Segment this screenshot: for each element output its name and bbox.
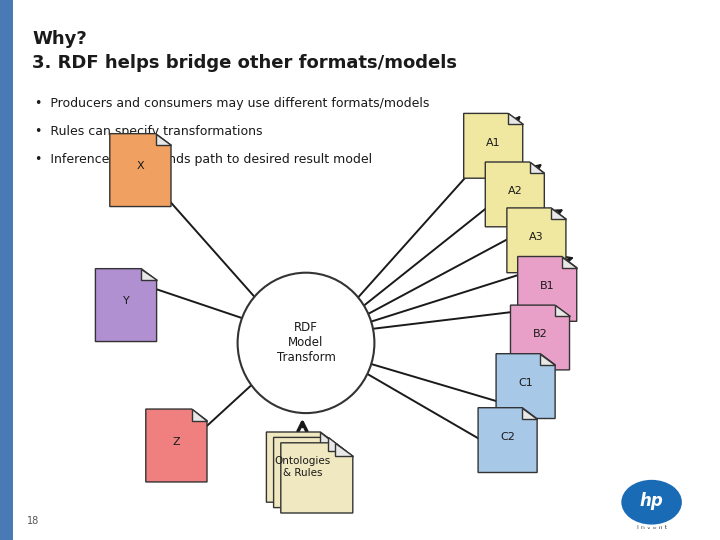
Text: Z: Z: [173, 437, 180, 447]
Polygon shape: [95, 269, 156, 342]
Polygon shape: [510, 305, 570, 370]
Polygon shape: [508, 113, 523, 125]
Bar: [0, 0, 13, 540]
Polygon shape: [266, 432, 338, 502]
Polygon shape: [540, 354, 555, 365]
Text: A3: A3: [529, 232, 544, 242]
Polygon shape: [464, 113, 523, 178]
Polygon shape: [562, 256, 577, 267]
Polygon shape: [496, 354, 555, 418]
Polygon shape: [141, 269, 156, 280]
Polygon shape: [328, 437, 346, 451]
Polygon shape: [529, 162, 544, 173]
Text: Why?: Why?: [32, 30, 87, 48]
Polygon shape: [478, 408, 537, 472]
Polygon shape: [552, 208, 566, 219]
Text: B1: B1: [540, 281, 554, 291]
Polygon shape: [335, 443, 353, 456]
Text: Y: Y: [122, 296, 130, 307]
Text: •  Inference engine finds path to desired result model: • Inference engine finds path to desired…: [35, 153, 372, 166]
Text: •  Rules can specify transformations: • Rules can specify transformations: [35, 125, 262, 138]
Polygon shape: [281, 443, 353, 513]
Polygon shape: [320, 432, 338, 445]
Text: A2: A2: [508, 186, 522, 196]
Polygon shape: [518, 256, 577, 321]
Polygon shape: [522, 408, 537, 419]
Ellipse shape: [238, 273, 374, 413]
Polygon shape: [485, 162, 544, 227]
Polygon shape: [507, 208, 566, 273]
Polygon shape: [554, 305, 570, 316]
Polygon shape: [109, 133, 171, 206]
Text: C1: C1: [518, 378, 533, 388]
Text: Ontologies
& Rules: Ontologies & Rules: [274, 456, 330, 478]
Text: 18: 18: [27, 516, 40, 526]
Text: 3. RDF helps bridge other formats/models: 3. RDF helps bridge other formats/models: [32, 54, 457, 72]
Polygon shape: [145, 409, 207, 482]
Polygon shape: [192, 409, 207, 421]
Text: hp: hp: [640, 492, 663, 510]
Text: RDF
Model
Transform: RDF Model Transform: [276, 321, 336, 365]
Text: B2: B2: [533, 329, 547, 339]
Text: •  Producers and consumers may use different formats/models: • Producers and consumers may use differ…: [35, 97, 429, 110]
Text: A1: A1: [486, 138, 500, 147]
Text: C2: C2: [500, 432, 515, 442]
Polygon shape: [274, 437, 346, 508]
Text: X: X: [137, 161, 144, 172]
Text: I n v e n t: I n v e n t: [636, 525, 667, 530]
Circle shape: [620, 478, 683, 526]
Polygon shape: [156, 133, 171, 145]
